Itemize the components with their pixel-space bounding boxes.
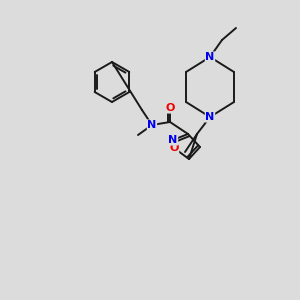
Text: N: N [168, 135, 178, 145]
Text: N: N [206, 112, 214, 122]
Text: N: N [147, 120, 157, 130]
Text: O: O [169, 143, 179, 153]
Text: N: N [206, 52, 214, 62]
Text: O: O [165, 103, 175, 113]
